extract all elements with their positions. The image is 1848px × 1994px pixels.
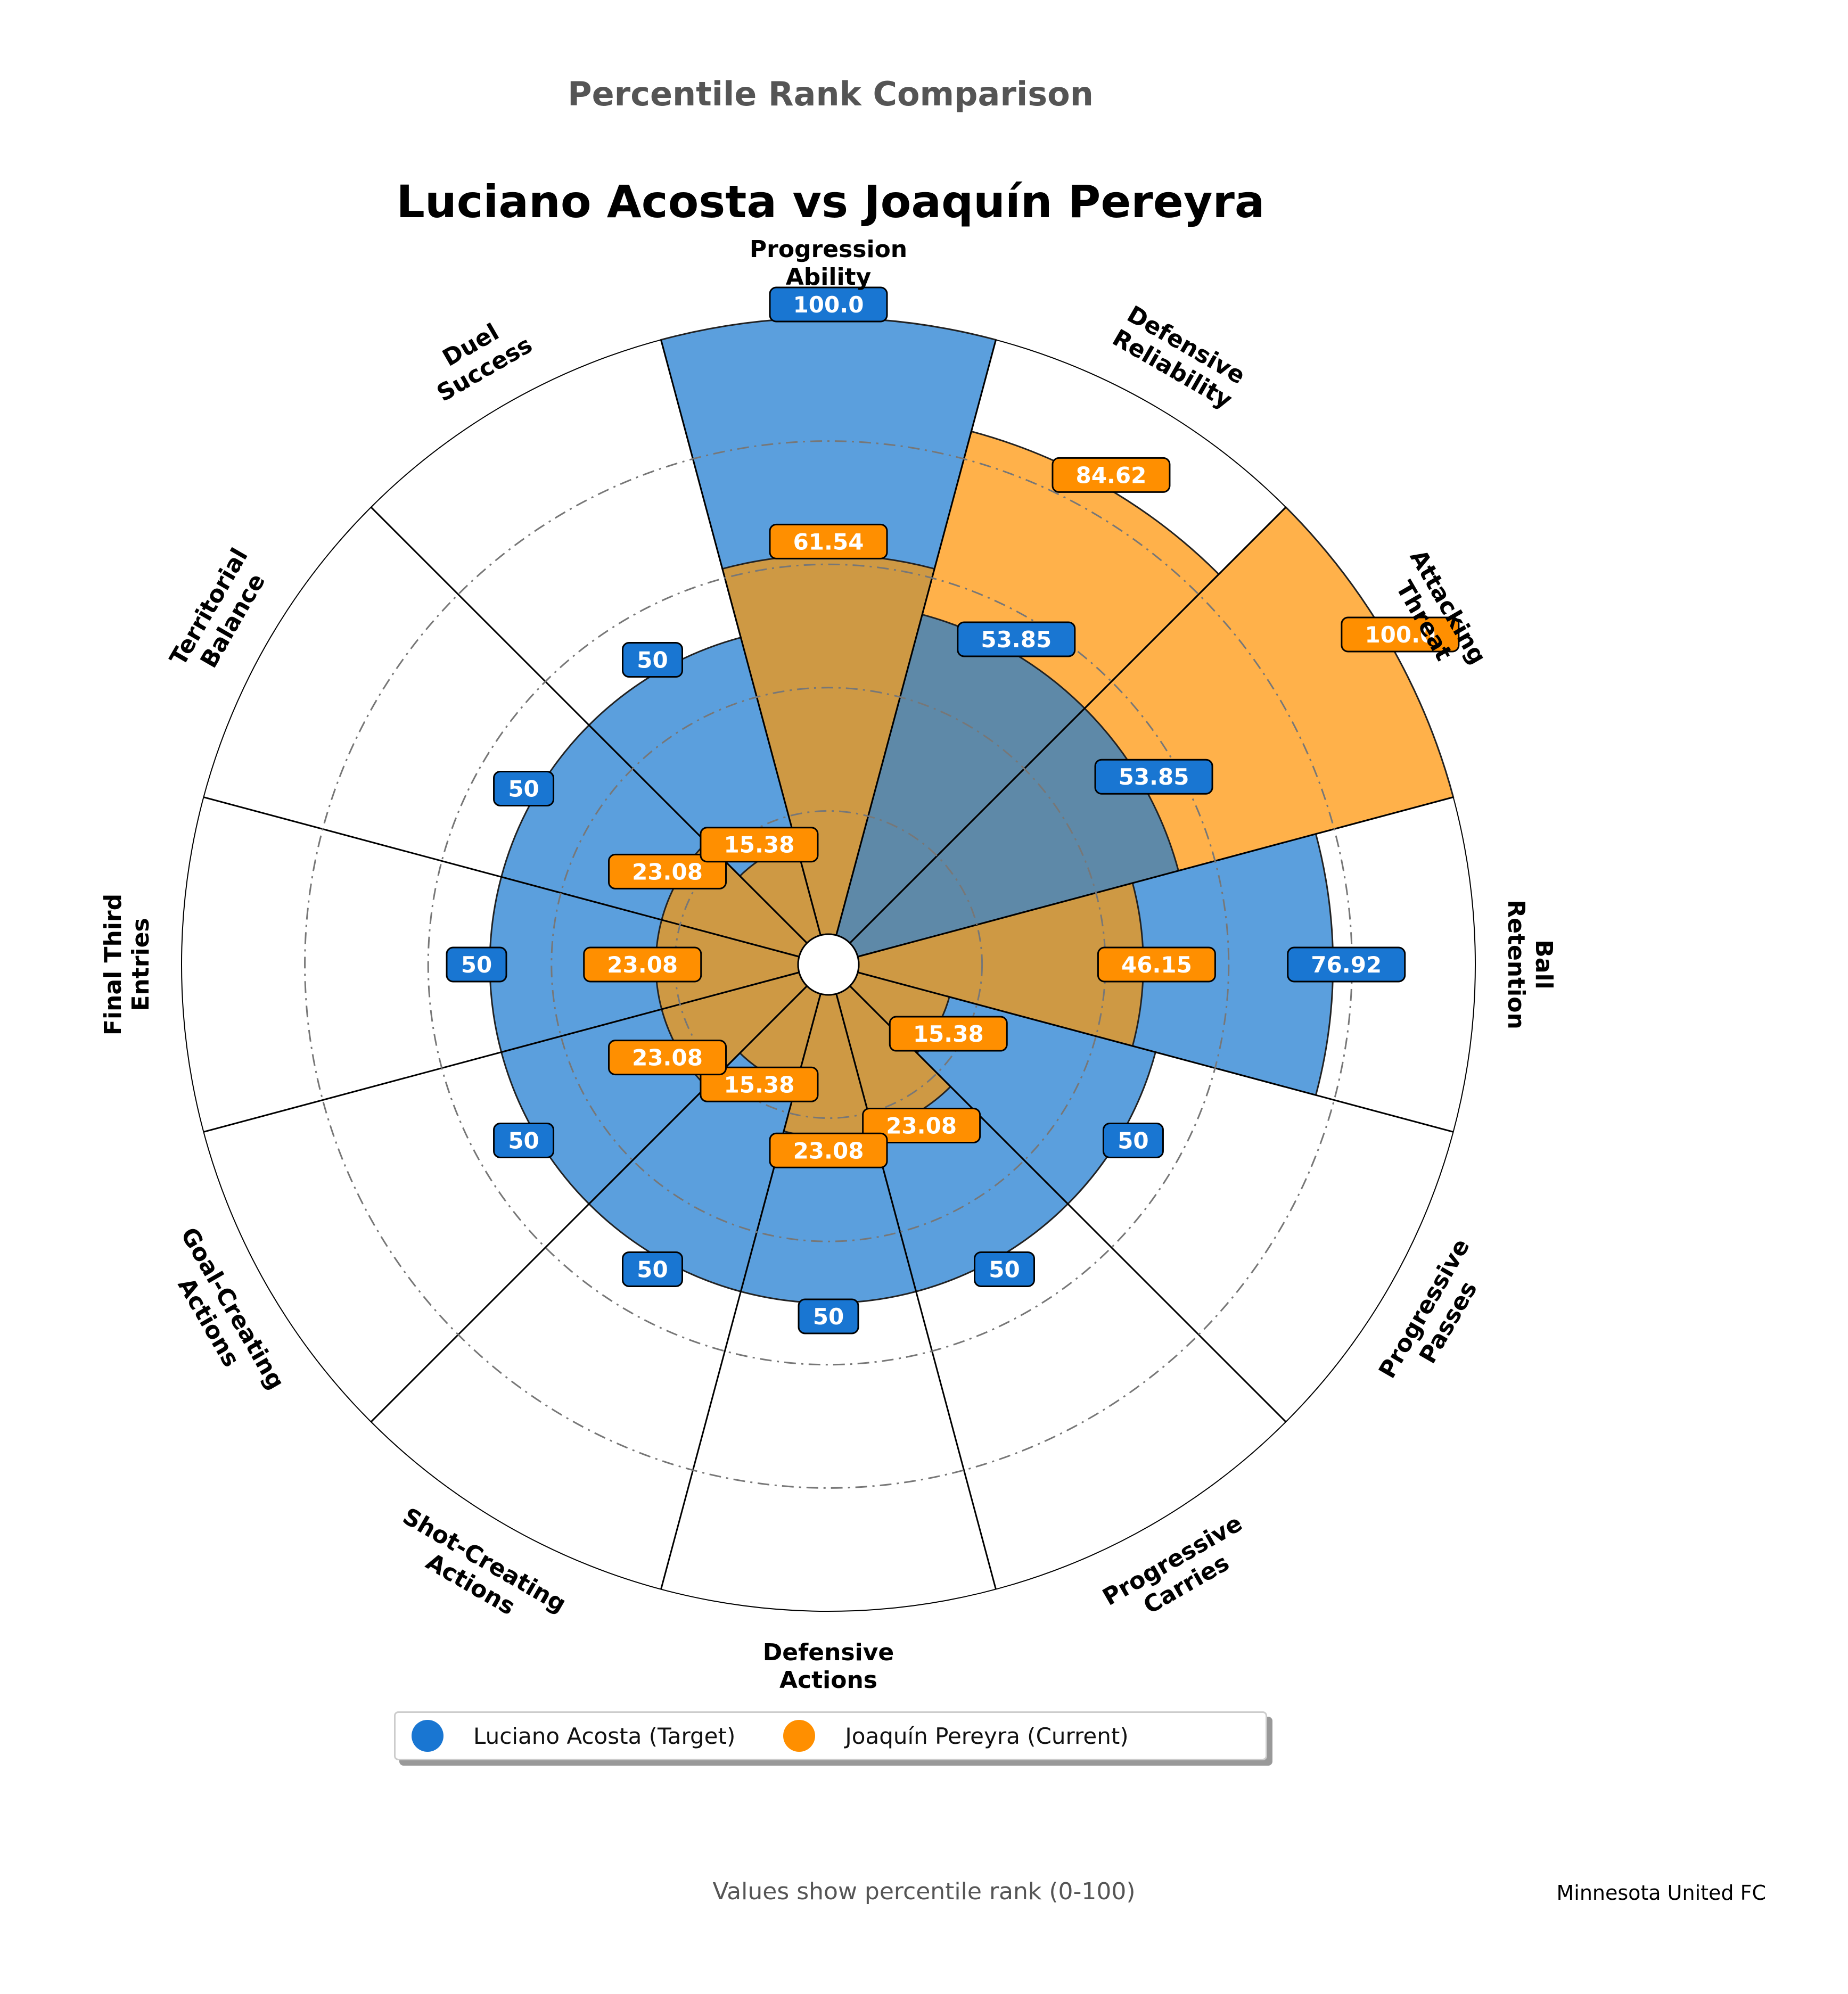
center-hole bbox=[797, 933, 860, 996]
value-label-target-5: 50 bbox=[989, 1256, 1020, 1282]
value-label-current-5: 23.08 bbox=[886, 1113, 957, 1139]
chart-supertitle: Percentile Rank Comparison bbox=[568, 75, 1094, 113]
sector-divider-3 bbox=[857, 971, 1453, 1133]
sector-divider-2 bbox=[857, 796, 1453, 958]
category-label-5: ProgressiveCarries bbox=[1098, 1510, 1261, 1635]
value-label-target-8-box bbox=[493, 1123, 555, 1158]
value-label-current-0: 61.54 bbox=[793, 529, 864, 555]
value-label-current-2-box bbox=[1341, 616, 1460, 653]
value-label-target-7: 50 bbox=[637, 1256, 668, 1282]
value-label-target-6-box bbox=[798, 1298, 859, 1334]
value-label-current-9-box bbox=[583, 946, 702, 983]
category-label-9: Final ThirdEntries bbox=[100, 894, 154, 1035]
legend-marker-target bbox=[412, 1720, 443, 1752]
sector-divider-0 bbox=[835, 340, 997, 936]
value-label-target-2: 53.85 bbox=[1119, 764, 1189, 790]
legend: Luciano Acosta (Target) Joaquín Pereyra … bbox=[394, 1711, 1267, 1760]
value-label-current-6-box bbox=[769, 1132, 888, 1168]
value-label-current-3: 46.15 bbox=[1121, 952, 1192, 978]
category-label-0: Progression Ability bbox=[750, 236, 907, 291]
value-label-target-10-box bbox=[493, 771, 555, 806]
legend-marker-current bbox=[783, 1720, 816, 1752]
value-label-current-7: 15.38 bbox=[724, 1072, 795, 1098]
value-label-target-1-box bbox=[957, 621, 1076, 657]
value-label-target-7-box bbox=[622, 1251, 683, 1287]
value-label-current-9: 23.08 bbox=[607, 952, 678, 978]
sector-divider-10 bbox=[370, 506, 808, 944]
value-label-current-2: 100.0 bbox=[1365, 622, 1435, 648]
value-label-current-4-box bbox=[889, 1016, 1008, 1052]
category-label-8: Goal-CreatingActions bbox=[151, 1223, 290, 1408]
value-label-target-4-box bbox=[1102, 1123, 1164, 1158]
category-label-7: Shot-CreatingActions bbox=[384, 1503, 571, 1642]
value-label-target-0-box bbox=[769, 286, 888, 323]
value-label-current-1: 84.62 bbox=[1076, 462, 1147, 488]
value-label-current-8: 23.08 bbox=[632, 1045, 703, 1071]
category-label-1: DefensiveReliability bbox=[1108, 300, 1251, 414]
legend-label-target: Luciano Acosta (Target) bbox=[473, 1723, 736, 1749]
value-label-current-10-box bbox=[608, 853, 727, 889]
value-label-target-1: 53.85 bbox=[981, 627, 1052, 653]
value-label-target-4: 50 bbox=[1118, 1128, 1148, 1154]
grid-circle-2 bbox=[427, 563, 1230, 1366]
value-label-target-9-box bbox=[446, 946, 507, 983]
value-label-target-8: 50 bbox=[508, 1128, 539, 1154]
value-label-current-0-box bbox=[769, 523, 888, 559]
value-label-current-8-box bbox=[608, 1040, 727, 1076]
value-label-current-11-box bbox=[700, 827, 819, 863]
sector-divider-5 bbox=[835, 993, 997, 1589]
value-label-target-11: 50 bbox=[637, 647, 668, 673]
footer-club: Minnesota United FC bbox=[1556, 1881, 1766, 1905]
value-label-current-1-box bbox=[1052, 457, 1171, 493]
value-label-target-0: 100.0 bbox=[793, 292, 864, 318]
value-label-current-11: 15.38 bbox=[724, 832, 795, 858]
legend-label-current: Joaquín Pereyra (Current) bbox=[845, 1723, 1129, 1749]
category-label-11: DuelSuccess bbox=[418, 307, 537, 407]
value-label-target-5-box bbox=[974, 1251, 1035, 1287]
sector-divider-9 bbox=[203, 796, 800, 958]
legend-item-current: Joaquín Pereyra (Current) bbox=[783, 1720, 1129, 1752]
value-label-target-6: 50 bbox=[813, 1304, 844, 1330]
value-label-target-11-box bbox=[622, 642, 683, 678]
value-label-current-4: 15.38 bbox=[913, 1021, 984, 1047]
plot-area: 100.0 61.54 53.85 84.62 53.85 100.0 76.92 46.15… bbox=[100, 236, 1557, 1694]
value-label-target-2-box bbox=[1094, 759, 1213, 795]
category-label-4: ProgressivePasses bbox=[1374, 1234, 1499, 1397]
sector-divider-4 bbox=[849, 985, 1287, 1423]
sector-divider-1 bbox=[849, 506, 1287, 944]
value-label-target-3: 76.92 bbox=[1311, 952, 1382, 978]
legend-item-target: Luciano Acosta (Target) bbox=[412, 1720, 735, 1752]
footer-note: Values show percentile rank (0-100) bbox=[712, 1878, 1136, 1905]
category-label-10: TerritorialBalance bbox=[165, 543, 277, 684]
sector-divider-8 bbox=[203, 971, 800, 1133]
value-label-current-5-box bbox=[862, 1107, 981, 1143]
category-label-3: BallRetention bbox=[1502, 900, 1557, 1029]
value-label-target-9: 50 bbox=[461, 952, 492, 978]
value-label-current-3-box bbox=[1097, 946, 1216, 983]
value-label-current-10: 23.08 bbox=[632, 859, 703, 885]
chart-title: Luciano Acosta vs Joaquín Pereyra bbox=[396, 176, 1264, 228]
value-label-current-6: 23.08 bbox=[793, 1138, 864, 1164]
value-label-target-3-box bbox=[1287, 946, 1406, 983]
category-label-6: Defensive Actions bbox=[763, 1639, 894, 1694]
value-label-target-10: 50 bbox=[508, 776, 539, 802]
value-label-current-7-box bbox=[700, 1066, 819, 1102]
sector-divider-7 bbox=[370, 985, 808, 1423]
